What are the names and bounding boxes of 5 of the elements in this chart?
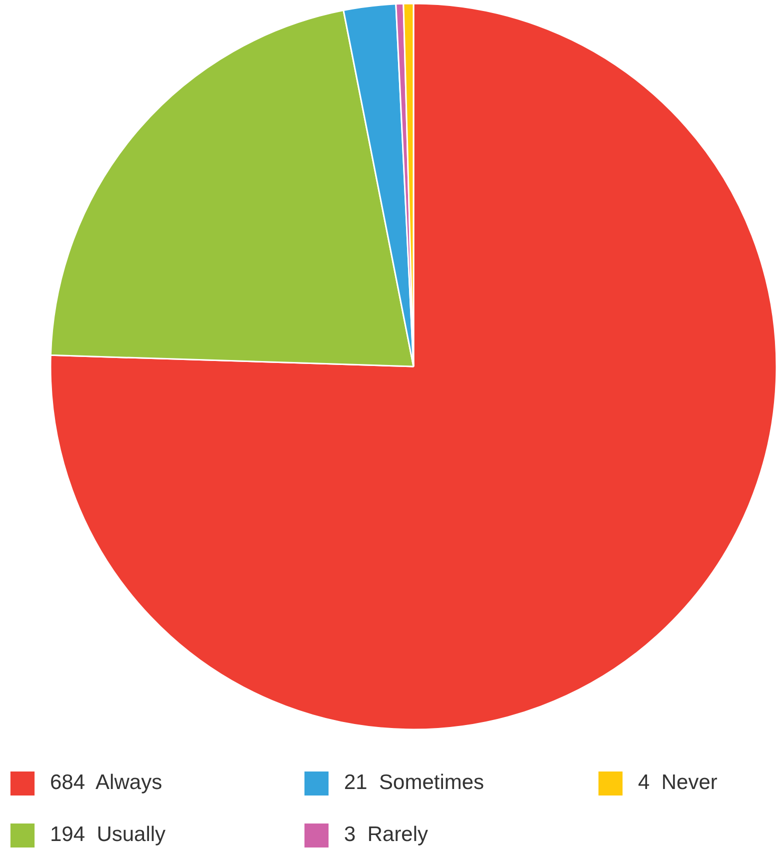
legend-label: 684 Always [50, 771, 164, 795]
legend-label: 4 Never [638, 771, 718, 795]
legend-label: 194 Usually [50, 823, 167, 847]
legend-label: 3 Rarely [344, 823, 430, 847]
legend-label: 21 Sometimes [344, 771, 486, 795]
